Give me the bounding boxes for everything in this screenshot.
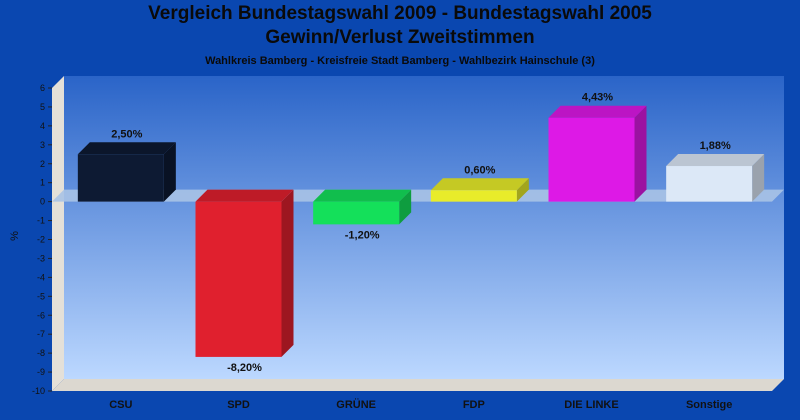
x-tick-label: CSU (109, 399, 132, 411)
chart-caption: Wahlkreis Bamberg - Kreisfreie Stadt Bam… (205, 55, 595, 67)
data-label: -8,20% (227, 362, 262, 374)
bar-top (548, 105, 647, 118)
data-label: 2,50% (111, 128, 142, 140)
bar-top (430, 178, 529, 191)
bar-spd (195, 189, 294, 357)
y-tick-label: -3 (37, 253, 45, 263)
bar-sonstige (666, 154, 765, 202)
bar-side (281, 189, 294, 357)
bar-front (77, 154, 164, 202)
y-tick-label: -2 (37, 235, 45, 245)
plot-side-wall (52, 76, 64, 391)
y-tick-label: 1 (40, 178, 45, 188)
bar-top (313, 189, 412, 202)
bar-front (666, 166, 753, 202)
bar-csu (77, 142, 176, 202)
x-tick-label: DIE LINKE (564, 399, 618, 411)
plot-floor (52, 379, 784, 391)
bar-front (195, 201, 282, 357)
y-tick-label: -9 (37, 367, 45, 377)
bar-grüne (313, 189, 412, 225)
data-label: 1,88% (700, 140, 731, 152)
y-tick-label: -8 (37, 348, 45, 358)
bar-front (430, 190, 517, 202)
y-axis-label: % (9, 231, 21, 241)
bar-top (195, 189, 294, 202)
data-label: 0,60% (464, 164, 495, 176)
x-tick-label: GRÜNE (336, 398, 376, 411)
bar-front (548, 117, 635, 202)
bar-top (77, 142, 176, 155)
x-tick-label: FDP (463, 399, 485, 411)
y-tick-label: -4 (37, 272, 45, 282)
y-tick-label: -7 (37, 329, 45, 339)
y-tick-label: 4 (40, 121, 45, 131)
plot-back-wall (64, 76, 784, 379)
bar-side (752, 154, 765, 202)
bar-top (666, 154, 765, 167)
y-tick-label: -1 (37, 216, 45, 226)
bar-fdp (430, 178, 529, 202)
bar-side (516, 178, 529, 202)
bar-die-linke (548, 105, 647, 202)
data-label: -1,20% (345, 229, 380, 241)
y-tick-label: 5 (40, 102, 45, 112)
y-tick-label: 6 (40, 83, 45, 93)
x-tick-label: Sonstige (686, 399, 732, 411)
y-tick-label: -6 (37, 310, 45, 320)
y-tick-label: 3 (40, 140, 45, 150)
bar-front (313, 201, 400, 225)
chart-title: Vergleich Bundestagswahl 2009 - Bundesta… (148, 3, 652, 24)
y-tick-label: 0 (40, 197, 45, 207)
data-label: 4,43% (582, 92, 613, 104)
x-tick-label: SPD (227, 399, 250, 411)
y-tick-label: -5 (37, 291, 45, 301)
y-tick-label: -10 (32, 386, 45, 396)
chart-subtitle: Gewinn/Verlust Zweitstimmen (265, 27, 535, 48)
bar-side (163, 142, 176, 202)
bar-side (399, 189, 412, 225)
bar-side (634, 105, 647, 202)
y-tick-label: 2 (40, 159, 45, 169)
